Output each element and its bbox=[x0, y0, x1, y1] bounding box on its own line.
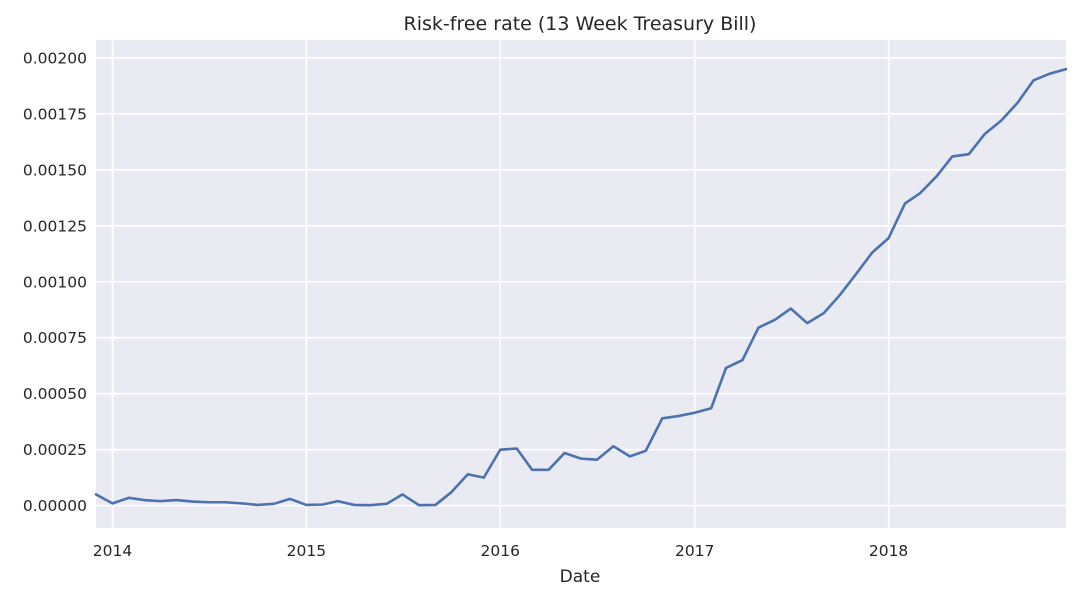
chart-title: Risk-free rate (13 Week Treasury Bill) bbox=[404, 13, 757, 35]
x-tick-label: 2014 bbox=[93, 542, 132, 560]
y-tick-label: 0.00025 bbox=[23, 441, 87, 459]
y-tick-label: 0.00125 bbox=[23, 217, 87, 235]
y-tick-label: 0.00150 bbox=[23, 161, 87, 179]
x-tick-label: 2016 bbox=[481, 542, 520, 560]
y-tick-labels: 0.00000 0.00025 0.00050 0.00075 0.00100 0.001… bbox=[23, 49, 87, 515]
y-tick-label: 0.00075 bbox=[23, 329, 87, 347]
y-tick-label: 0.00175 bbox=[23, 105, 87, 123]
grid bbox=[96, 40, 1066, 528]
y-tick-label: 0.00100 bbox=[23, 273, 87, 291]
x-tick-label: 2017 bbox=[675, 542, 714, 560]
plot-area bbox=[96, 40, 1066, 528]
x-tick-label: 2015 bbox=[287, 542, 326, 560]
y-tick-label: 0.00050 bbox=[23, 385, 87, 403]
x-tick-labels: 2014 2015 2016 2017 2018 bbox=[93, 542, 909, 560]
x-axis-label: Date bbox=[560, 567, 601, 587]
y-tick-label: 0.00200 bbox=[23, 49, 87, 67]
y-tick-label: 0.00000 bbox=[23, 497, 87, 515]
series-line bbox=[94, 67, 1068, 507]
x-tick-label: 2018 bbox=[869, 542, 908, 560]
